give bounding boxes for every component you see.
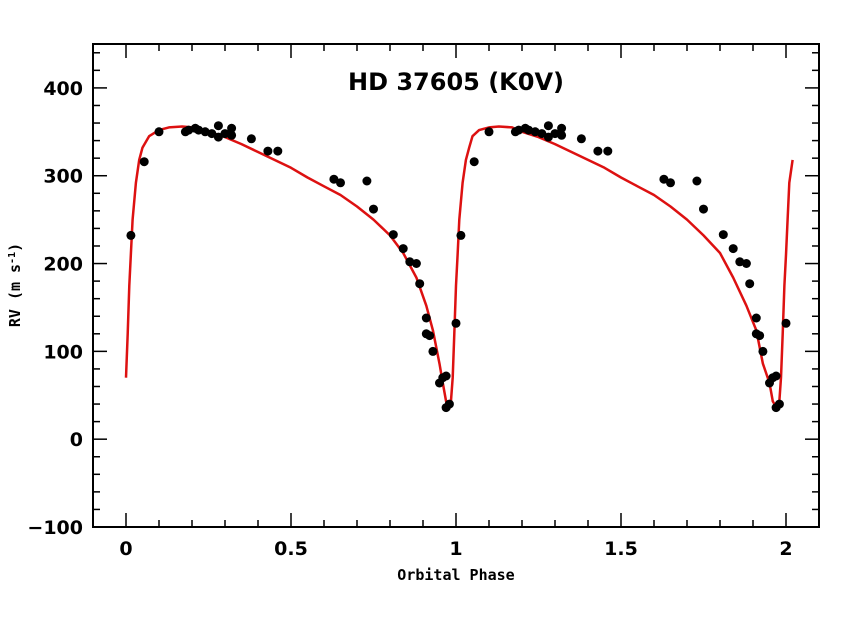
data-point — [745, 279, 755, 289]
data-point — [543, 132, 553, 142]
data-point — [758, 346, 768, 356]
data-point — [557, 123, 567, 133]
x-tick-label: 0.5 — [274, 538, 308, 560]
data-point — [774, 399, 784, 409]
x-tick-label: 1 — [449, 538, 462, 560]
data-point — [273, 146, 283, 156]
data-point — [755, 331, 765, 341]
y-axis-label-main: RV (m s — [6, 264, 24, 327]
data-point — [425, 331, 435, 341]
model-curves — [124, 125, 794, 410]
data-point — [699, 204, 708, 214]
y-axis-label: RV (m s-1) — [6, 243, 24, 327]
data-point — [781, 318, 791, 328]
model-curve-line — [124, 125, 794, 410]
data-point — [415, 279, 425, 289]
data-point — [603, 146, 613, 156]
data-point — [741, 259, 751, 268]
data-point — [388, 230, 398, 240]
data-point — [411, 259, 421, 268]
data-point — [213, 132, 223, 142]
x-axis-label: Orbital Phase — [397, 566, 514, 584]
data-point — [398, 244, 408, 254]
data-point — [537, 129, 547, 139]
data-point — [139, 157, 149, 167]
data-point — [227, 123, 237, 133]
data-point — [484, 127, 494, 137]
data-point — [329, 174, 339, 184]
y-tick-label: 0 — [70, 429, 83, 451]
data-point — [718, 230, 728, 240]
data-point — [362, 176, 372, 186]
data-point — [336, 178, 345, 188]
data-point — [557, 130, 567, 140]
data-point — [154, 127, 164, 137]
data-point — [469, 157, 479, 167]
data-points — [126, 121, 791, 413]
y-tick-label: 200 — [43, 254, 83, 276]
data-point — [543, 121, 553, 131]
x-tick-label: 1.5 — [604, 538, 638, 560]
data-point — [213, 121, 223, 131]
data-point — [666, 178, 675, 188]
chart-title: HD 37605 (K0V) — [348, 68, 564, 96]
data-point — [421, 313, 431, 323]
data-point — [451, 318, 461, 328]
data-point — [428, 346, 438, 356]
data-point — [246, 134, 256, 144]
y-tick-label: −100 — [27, 517, 83, 539]
data-point — [126, 230, 136, 240]
data-point — [369, 204, 378, 214]
x-tick-label: 0 — [119, 538, 132, 560]
y-tick-label: 100 — [43, 341, 83, 363]
data-point — [692, 176, 702, 186]
data-point — [751, 313, 761, 323]
data-point — [593, 146, 603, 156]
data-point — [227, 130, 237, 140]
data-point — [207, 129, 217, 139]
axis-ticks — [92, 44, 820, 528]
y-axis-label-close: ) — [6, 243, 24, 252]
data-point — [456, 230, 466, 240]
data-point — [444, 399, 454, 409]
tick-labels: 0 0.5 1 1.5 2 −100 0 100 200 300 400 — [27, 78, 792, 560]
data-point — [263, 146, 273, 156]
y-tick-label: 400 — [43, 78, 83, 100]
data-point — [441, 371, 451, 381]
y-axis-label-exponent: -1 — [7, 252, 18, 264]
data-point — [728, 244, 738, 254]
data-point — [659, 174, 669, 184]
y-tick-label: 300 — [43, 166, 83, 188]
x-tick-label: 2 — [779, 538, 792, 560]
data-point — [576, 134, 586, 144]
data-point — [771, 371, 781, 381]
